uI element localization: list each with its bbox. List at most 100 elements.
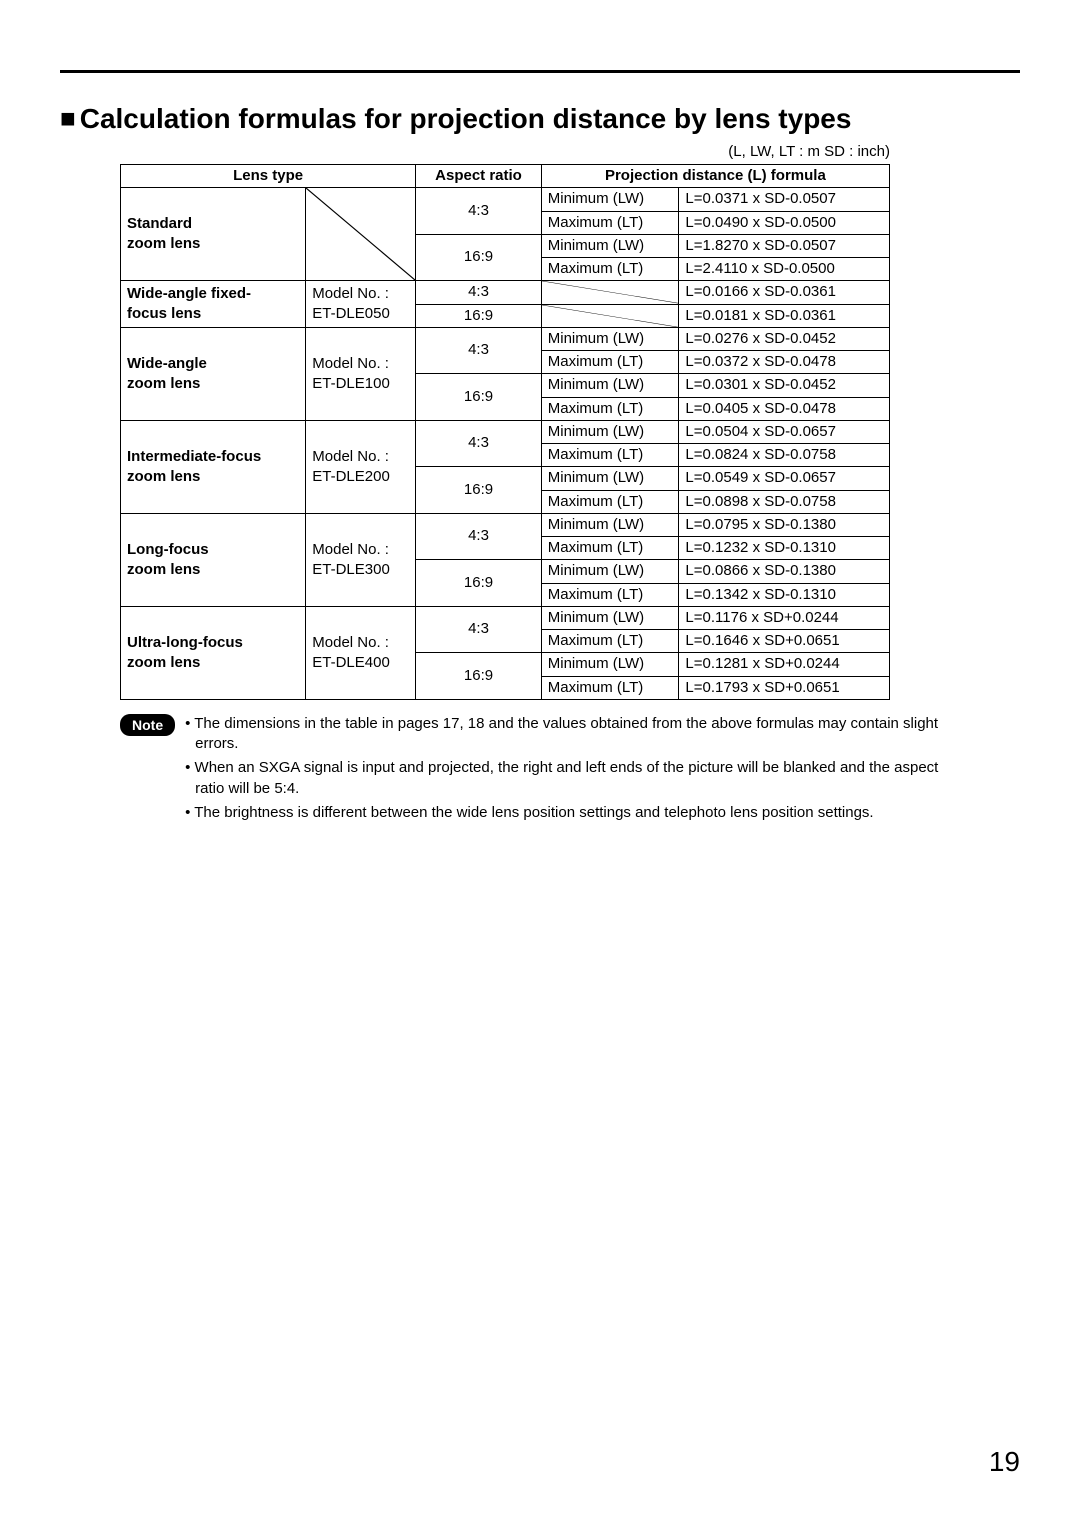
- formula-cell: L=0.0504 x SD-0.0657: [679, 420, 890, 443]
- lens-name-line1: Wide-angle fixed-: [127, 285, 251, 302]
- model-no-value: ET-DLE200: [312, 468, 390, 485]
- model-int-focus: Model No. : ET-DLE200: [306, 420, 416, 513]
- minmax-label: Minimum (LW): [541, 188, 679, 211]
- lens-name-line2: zoom lens: [127, 375, 200, 392]
- minmax-label: Minimum (LW): [541, 606, 679, 629]
- model-wa-fixed: Model No. : ET-DLE050: [306, 281, 416, 328]
- note-item: • When an SXGA signal is input and proje…: [185, 758, 960, 799]
- ar-cell: 4:3: [416, 420, 541, 467]
- minmax-label: Maximum (LT): [541, 397, 679, 420]
- minmax-label: Minimum (LW): [541, 420, 679, 443]
- units-note: (L, LW, LT : m SD : inch): [60, 143, 890, 160]
- minmax-label: Maximum (LT): [541, 676, 679, 699]
- table-row: Long-focus zoom lens Model No. : ET-DLE3…: [121, 513, 890, 536]
- minmax-label: Maximum (LT): [541, 490, 679, 513]
- minmax-label: Minimum (LW): [541, 513, 679, 536]
- note-item: • The brightness is different between th…: [185, 803, 960, 823]
- ar-cell: 4:3: [416, 281, 541, 304]
- model-long-focus: Model No. : ET-DLE300: [306, 513, 416, 606]
- formula-cell: L=0.0549 x SD-0.0657: [679, 467, 890, 490]
- formula-cell: L=0.0866 x SD-0.1380: [679, 560, 890, 583]
- table-row: Ultra-long-focus zoom lens Model No. : E…: [121, 606, 890, 629]
- minmax-label: Minimum (LW): [541, 327, 679, 350]
- formula-cell: L=1.8270 x SD-0.0507: [679, 234, 890, 257]
- model-standard-blank: [306, 188, 416, 281]
- table-row: Standard zoom lens 4:3 Minimum (LW) L=0.…: [121, 188, 890, 211]
- lens-ultra-long: Ultra-long-focus zoom lens: [121, 606, 306, 699]
- minmax-label: Maximum (LT): [541, 211, 679, 234]
- formula-cell: L=2.4110 x SD-0.0500: [679, 258, 890, 281]
- formula-cell: L=0.0181 x SD-0.0361: [679, 304, 890, 327]
- lens-table: Lens type Aspect ratio Projection distan…: [120, 164, 890, 700]
- minmax-label: Minimum (LW): [541, 374, 679, 397]
- ar-cell: 16:9: [416, 304, 541, 327]
- minmax-label: Maximum (LT): [541, 444, 679, 467]
- minmax-blank: [541, 304, 679, 327]
- minmax-label: Maximum (LT): [541, 583, 679, 606]
- formula-cell: L=0.0301 x SD-0.0452: [679, 374, 890, 397]
- formula-cell: L=0.0405 x SD-0.0478: [679, 397, 890, 420]
- formula-cell: L=0.0490 x SD-0.0500: [679, 211, 890, 234]
- model-no-value: ET-DLE400: [312, 654, 390, 671]
- ar-cell: 16:9: [416, 467, 541, 514]
- formula-cell: L=0.1342 x SD-0.1310: [679, 583, 890, 606]
- note-item: • The dimensions in the table in pages 1…: [185, 714, 960, 755]
- minmax-label: Minimum (LW): [541, 560, 679, 583]
- ar-cell: 4:3: [416, 606, 541, 653]
- model-wa-zoom: Model No. : ET-DLE100: [306, 327, 416, 420]
- model-no-label: Model No. :: [312, 355, 389, 372]
- minmax-label: Maximum (LT): [541, 351, 679, 374]
- formula-cell: L=0.1793 x SD+0.0651: [679, 676, 890, 699]
- formula-cell: L=0.0898 x SD-0.0758: [679, 490, 890, 513]
- title-text: Calculation formulas for projection dist…: [80, 103, 852, 134]
- minmax-label: Maximum (LT): [541, 630, 679, 653]
- minmax-label: Minimum (LW): [541, 234, 679, 257]
- lens-wa-fixed: Wide-angle fixed- focus lens: [121, 281, 306, 328]
- formula-cell: L=0.0276 x SD-0.0452: [679, 327, 890, 350]
- formula-cell: L=0.1176 x SD+0.0244: [679, 606, 890, 629]
- th-aspect: Aspect ratio: [416, 165, 541, 188]
- lens-name-line2: zoom lens: [127, 561, 200, 578]
- lens-name-line1: Intermediate-focus: [127, 448, 261, 465]
- top-divider: [60, 70, 1020, 73]
- note-badge: Note: [120, 714, 175, 736]
- lens-name-line2: zoom lens: [127, 468, 200, 485]
- notes-section: Note • The dimensions in the table in pa…: [120, 714, 960, 827]
- model-no-label: Model No. :: [312, 634, 389, 651]
- note-list: • The dimensions in the table in pages 1…: [185, 714, 960, 827]
- formula-cell: L=0.0371 x SD-0.0507: [679, 188, 890, 211]
- ar-cell: 16:9: [416, 560, 541, 607]
- lens-name-line1: Wide-angle: [127, 355, 207, 372]
- model-no-value: ET-DLE300: [312, 561, 390, 578]
- model-no-label: Model No. :: [312, 285, 389, 302]
- lens-name-line2: zoom lens: [127, 235, 200, 252]
- minmax-label: Maximum (LT): [541, 537, 679, 560]
- model-no-label: Model No. :: [312, 541, 389, 558]
- formula-cell: L=0.1232 x SD-0.1310: [679, 537, 890, 560]
- lens-name-line1: Ultra-long-focus: [127, 634, 243, 651]
- model-no-label: Model No. :: [312, 448, 389, 465]
- lens-name-line1: Standard: [127, 215, 192, 232]
- page-number: 19: [989, 1446, 1020, 1478]
- table-row: Intermediate-focus zoom lens Model No. :…: [121, 420, 890, 443]
- minmax-label: Minimum (LW): [541, 467, 679, 490]
- lens-standard: Standard zoom lens: [121, 188, 306, 281]
- ar-cell: 4:3: [416, 188, 541, 235]
- formula-cell: L=0.1281 x SD+0.0244: [679, 653, 890, 676]
- model-no-value: ET-DLE050: [312, 305, 390, 322]
- minmax-blank: [541, 281, 679, 304]
- ar-cell: 16:9: [416, 234, 541, 281]
- formula-cell: L=0.0372 x SD-0.0478: [679, 351, 890, 374]
- table-row: Wide-angle zoom lens Model No. : ET-DLE1…: [121, 327, 890, 350]
- lens-int-focus: Intermediate-focus zoom lens: [121, 420, 306, 513]
- formula-cell: L=0.0824 x SD-0.0758: [679, 444, 890, 467]
- section-title: ■Calculation formulas for projection dis…: [60, 103, 1020, 135]
- ar-cell: 4:3: [416, 327, 541, 374]
- table-row: Wide-angle fixed- focus lens Model No. :…: [121, 281, 890, 304]
- th-lens-type: Lens type: [121, 165, 416, 188]
- minmax-label: Maximum (LT): [541, 258, 679, 281]
- ar-cell: 16:9: [416, 653, 541, 700]
- lens-name-line1: Long-focus: [127, 541, 209, 558]
- lens-wa-zoom: Wide-angle zoom lens: [121, 327, 306, 420]
- lens-name-line2: zoom lens: [127, 654, 200, 671]
